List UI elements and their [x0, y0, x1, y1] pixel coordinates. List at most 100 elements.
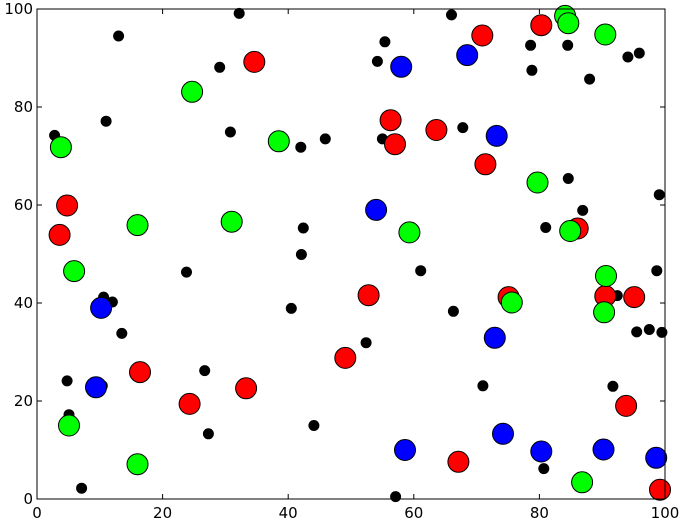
plot-background	[37, 9, 665, 499]
data-point-s0-29	[447, 305, 459, 317]
data-point-s0-38	[577, 204, 589, 216]
data-point-s3-7	[485, 124, 508, 147]
data-point-s2-1	[58, 414, 80, 437]
data-point-s0-21	[319, 133, 331, 145]
data-point-s0-48	[656, 326, 668, 338]
data-point-s0-32	[525, 39, 537, 51]
data-point-s1-5	[243, 50, 266, 73]
x-tick-label: 60	[404, 504, 423, 522]
data-point-s3-11	[645, 446, 668, 469]
data-point-s0-15	[233, 7, 245, 19]
y-tick-label: 40	[14, 294, 33, 312]
data-point-s3-1	[90, 296, 113, 319]
data-point-s2-7	[267, 130, 290, 153]
data-point-s1-8	[379, 109, 402, 132]
x-tick-label: 100	[651, 504, 680, 522]
y-tick-label: 100	[4, 0, 33, 18]
data-point-s0-42	[622, 51, 634, 63]
axis-ticks-layer: 0 20 40 60 80 100 0 20 40 60 80 100	[4, 0, 679, 522]
data-point-s3-10	[592, 438, 615, 461]
data-point-s0-44	[633, 47, 645, 59]
data-point-s2-2	[63, 260, 86, 283]
data-point-s1-19	[623, 286, 646, 309]
data-point-s2-12	[557, 12, 580, 35]
data-point-s3-3	[390, 55, 413, 78]
data-point-s0-9	[116, 327, 128, 339]
data-point-s0-43	[631, 326, 643, 338]
data-point-s1-13	[474, 153, 497, 176]
data-point-s0-1	[61, 375, 73, 387]
data-point-s1-6	[334, 346, 357, 369]
y-tick-label: 0	[23, 490, 33, 508]
data-point-s0-33	[526, 64, 538, 76]
data-point-s2-5	[181, 80, 204, 103]
x-tick-label: 40	[279, 504, 298, 522]
data-point-s2-3	[126, 453, 149, 476]
x-tick-label: 0	[32, 504, 42, 522]
data-point-s2-9	[500, 291, 523, 314]
data-point-s0-8	[113, 30, 125, 42]
data-point-s0-19	[297, 222, 309, 234]
data-point-s0-27	[415, 265, 427, 277]
x-tick-label: 80	[530, 504, 549, 522]
data-point-s0-31	[477, 380, 489, 392]
data-point-s1-10	[425, 119, 448, 141]
data-point-s0-11	[199, 365, 211, 377]
data-point-s0-18	[295, 249, 307, 260]
data-point-s0-16	[285, 302, 297, 314]
data-point-s0-26	[390, 491, 402, 503]
data-point-s1-0	[48, 223, 71, 246]
data-point-s2-10	[526, 171, 549, 194]
data-point-s1-15	[530, 14, 553, 37]
data-point-s1-2	[129, 361, 151, 384]
plot-frame	[36, 8, 666, 500]
data-point-s3-8	[492, 422, 514, 445]
data-point-s3-0	[85, 376, 107, 399]
data-point-s0-45	[643, 324, 655, 335]
data-point-s0-6	[100, 115, 112, 127]
data-point-s3-6	[483, 326, 506, 349]
data-point-s2-17	[594, 23, 617, 46]
data-point-s1-3	[178, 392, 201, 415]
data-point-s0-17	[295, 141, 307, 153]
data-point-s0-34	[538, 463, 550, 475]
data-point-s0-14	[224, 126, 236, 138]
y-tick-label: 20	[14, 392, 33, 410]
data-point-s3-2	[365, 198, 388, 221]
data-point-s0-3	[76, 482, 88, 494]
data-point-s3-9	[530, 440, 553, 463]
data-point-s0-13	[214, 61, 226, 73]
data-point-s2-13	[559, 220, 582, 242]
data-point-s3-4	[394, 439, 416, 461]
y-tick-label: 80	[14, 98, 33, 116]
x-tick-label: 20	[153, 504, 172, 522]
data-point-s3-5	[456, 44, 479, 67]
data-point-s0-25	[379, 36, 391, 48]
data-point-s1-1	[56, 194, 79, 217]
data-point-s0-46	[651, 265, 663, 277]
data-point-s0-47	[653, 189, 665, 201]
data-point-s1-20	[649, 478, 671, 501]
data-point-s2-15	[593, 301, 616, 324]
data-point-s0-40	[607, 380, 619, 392]
data-point-s1-12	[471, 24, 494, 47]
data-point-s0-12	[202, 428, 214, 440]
data-point-s1-7	[357, 284, 380, 307]
data-point-s1-4	[235, 377, 258, 400]
data-point-s2-16	[595, 265, 617, 287]
data-point-s0-28	[446, 9, 457, 21]
data-point-s2-14	[571, 471, 594, 494]
data-point-s2-6	[220, 210, 243, 233]
data-point-s0-22	[360, 337, 372, 349]
data-point-s2-8	[398, 221, 421, 244]
data-point-s0-30	[457, 122, 469, 134]
data-points-layer	[48, 4, 671, 503]
data-point-s0-20	[308, 420, 320, 431]
data-point-s2-0	[49, 136, 72, 159]
data-point-s0-39	[584, 73, 596, 85]
data-point-s0-36	[562, 39, 574, 51]
data-point-s0-23	[371, 55, 383, 67]
data-point-s0-10	[181, 266, 192, 278]
